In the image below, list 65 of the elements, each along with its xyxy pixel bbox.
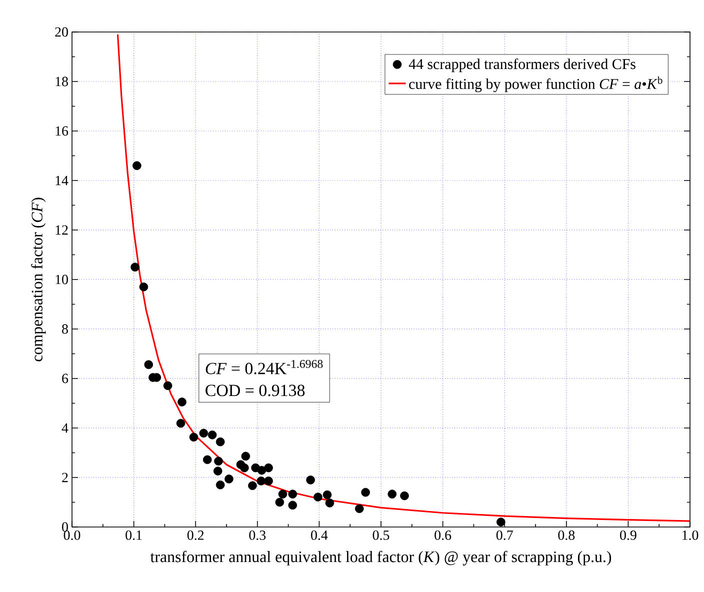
x-tick-label: 0.1 [126, 530, 142, 540]
point [163, 381, 172, 390]
line-series [116, 34, 690, 522]
x-tick-label: 0.0 [64, 530, 80, 540]
point [224, 474, 234, 484]
point [248, 481, 257, 490]
x-tick-label: 0.5 [372, 530, 390, 540]
point [144, 360, 154, 370]
y-tick-label: 14 [56, 176, 68, 186]
point [278, 490, 288, 498]
annotation: COD = 0.9138 [206, 384, 305, 396]
point [288, 500, 298, 510]
y-axis-title: compensation factor (CF) [31, 198, 46, 362]
point [257, 466, 266, 475]
y-tick-label: 6 [62, 374, 68, 384]
x-tick-label: 0.9 [620, 530, 636, 540]
point [216, 480, 225, 490]
legend-label: 44 scrapped transformers derived CFs [408, 58, 636, 72]
point [400, 491, 409, 500]
x-tick-label: 1.0 [682, 530, 698, 540]
point [256, 476, 266, 486]
point [264, 463, 273, 472]
point [288, 490, 298, 498]
point [240, 463, 249, 472]
point [189, 432, 198, 442]
x-tick-label: 0.4 [311, 530, 328, 540]
x-tick-label: 0.3 [249, 530, 266, 540]
y-tick-label: 18 [56, 76, 68, 86]
y-tick-label: 12 [56, 225, 68, 235]
point [322, 490, 332, 500]
x-axis-title: transformer annual equivalent load factor (K) @ year of scrapping (p.u.) [150, 550, 612, 566]
point [202, 455, 212, 464]
point [132, 161, 142, 170]
annotation: CF = 0.24K$^{-1.6968}$ [206, 360, 323, 374]
point [388, 490, 397, 498]
point [306, 476, 315, 484]
y-tick-label: 8 [62, 324, 68, 334]
point [176, 418, 186, 428]
x-tick-label: 0.2 [187, 530, 204, 540]
point [208, 430, 217, 440]
point [275, 498, 284, 507]
y-tick-label: 0 [62, 522, 68, 532]
y-tick-label: 2 [62, 472, 68, 482]
y-tick-label: 10 [56, 274, 68, 284]
point [325, 498, 334, 508]
point [178, 398, 186, 406]
point [361, 488, 370, 497]
point [241, 452, 250, 461]
x-tick-label: 0.8 [558, 530, 575, 540]
y-tick-label: 20 [55, 27, 68, 37]
point [139, 282, 148, 292]
x-tick-label: 0.7 [496, 530, 513, 540]
x-tick-label: 0.6 [434, 530, 452, 540]
point [199, 428, 208, 438]
point [214, 456, 223, 466]
point [213, 466, 222, 476]
point [314, 492, 322, 502]
point [216, 437, 225, 446]
point [130, 262, 140, 272]
y-tick-label: 4 [62, 423, 68, 433]
point [264, 476, 273, 486]
point [496, 518, 506, 526]
y-tick-label: 16 [56, 126, 68, 136]
legend-label: curve fitting by power function CF = a•K$^{b}$ [409, 76, 662, 92]
point [354, 504, 364, 514]
